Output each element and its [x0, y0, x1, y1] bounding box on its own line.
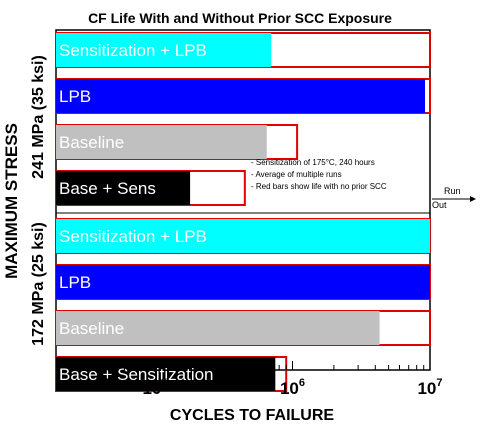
y-axis-label: MAXIMUM STRESS [2, 123, 21, 279]
group-label-241: 241 MPa (35 ksi) [30, 55, 47, 179]
bar-1-1 [56, 265, 430, 299]
bar-0-3 [56, 171, 191, 205]
bar-label-1-0: Sensitization + LPB [59, 227, 207, 246]
bar-0-0 [56, 33, 272, 67]
bar-label-0-2: Baseline [59, 133, 124, 152]
group-label-172: 172 MPa (25 ksi) [30, 222, 47, 346]
bar-label-1-3: Base + Sensitization [59, 365, 214, 384]
bar-1-2 [56, 311, 380, 345]
bar-label-1-2: Baseline [59, 319, 124, 338]
annotation-line-2: - Average of multiple runs [251, 170, 342, 179]
runout-arrowhead [470, 196, 476, 202]
bar-label-0-3: Base + Sens [59, 179, 156, 198]
bar-label-0-0: Sensitization + LPB [59, 41, 207, 60]
bar-0-2 [56, 125, 267, 159]
chart-title: CF Life With and Without Prior SCC Expos… [88, 10, 392, 26]
bars-layer: Sensitization + LPB LPB Baseline Base + Sen… [55, 32, 431, 392]
x-tick-label-0: 105 [142, 377, 167, 398]
x-axis-label: CYCLES TO FAILURE [170, 407, 334, 424]
annotation-line-1: - Sensitization of 175°C, 240 hours [251, 158, 375, 167]
x-ticks: 105 106 107 [58, 361, 443, 398]
runout-label-run: Run [444, 186, 461, 196]
bar-label-1-1: LPB [59, 273, 91, 292]
bar-label-0-1: LPB [59, 87, 91, 106]
bar-0-1 [56, 79, 426, 113]
bar-1-3 [56, 357, 276, 391]
x-tick-label-1: 106 [280, 377, 305, 398]
bar-1-0 [56, 219, 430, 253]
runout-label-out: Out [432, 200, 447, 210]
annotation-line-3: - Red bars show life with no prior SCC [251, 182, 387, 191]
x-tick-label-2: 107 [417, 377, 442, 398]
